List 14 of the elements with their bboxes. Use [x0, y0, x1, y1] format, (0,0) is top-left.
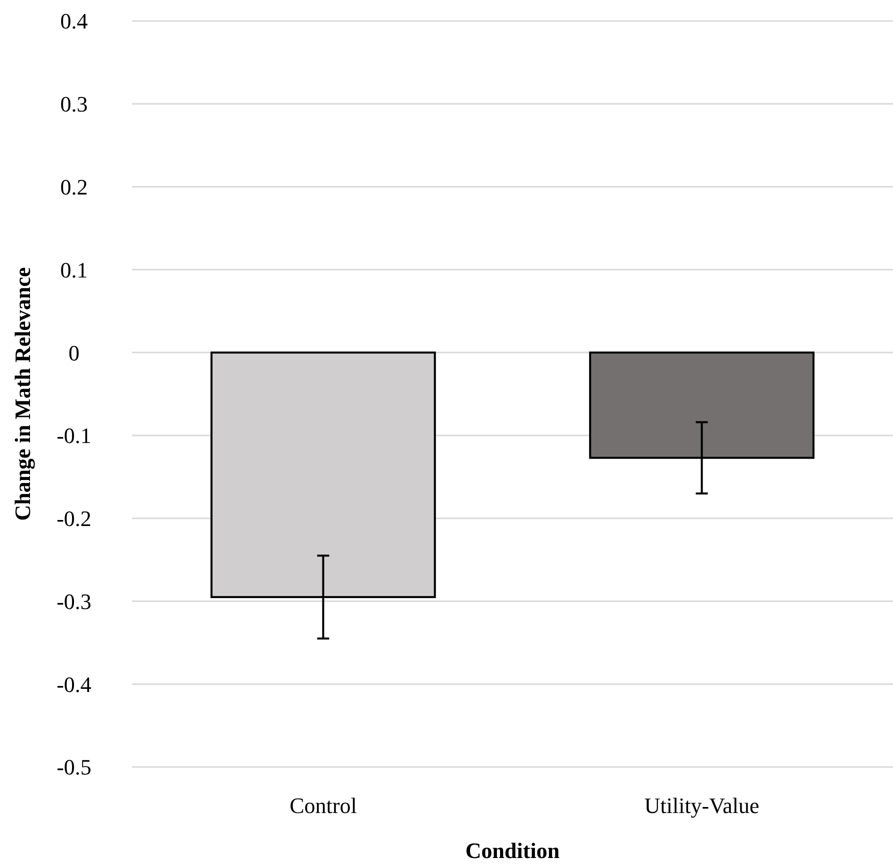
x-axis-title: Condition	[465, 838, 560, 863]
y-tick-label: 0	[68, 340, 80, 366]
y-axis-title: Change in Math Relevance	[10, 266, 35, 521]
x-tick-label: Control	[290, 793, 357, 818]
y-tick-label: -0.2	[56, 506, 92, 532]
y-tick-label: 0.4	[60, 8, 88, 34]
y-tick-label: -0.5	[56, 754, 92, 780]
y-tick-label: 0.2	[60, 174, 88, 200]
y-tick-label: -0.1	[56, 423, 92, 448]
y-tick-label: 0.1	[60, 257, 88, 282]
y-tick-label: -0.3	[56, 588, 92, 614]
y-tick-label: -0.4	[56, 672, 92, 697]
x-tick-label: Utility-Value	[644, 793, 760, 818]
y-tick-label: 0.3	[60, 92, 88, 117]
